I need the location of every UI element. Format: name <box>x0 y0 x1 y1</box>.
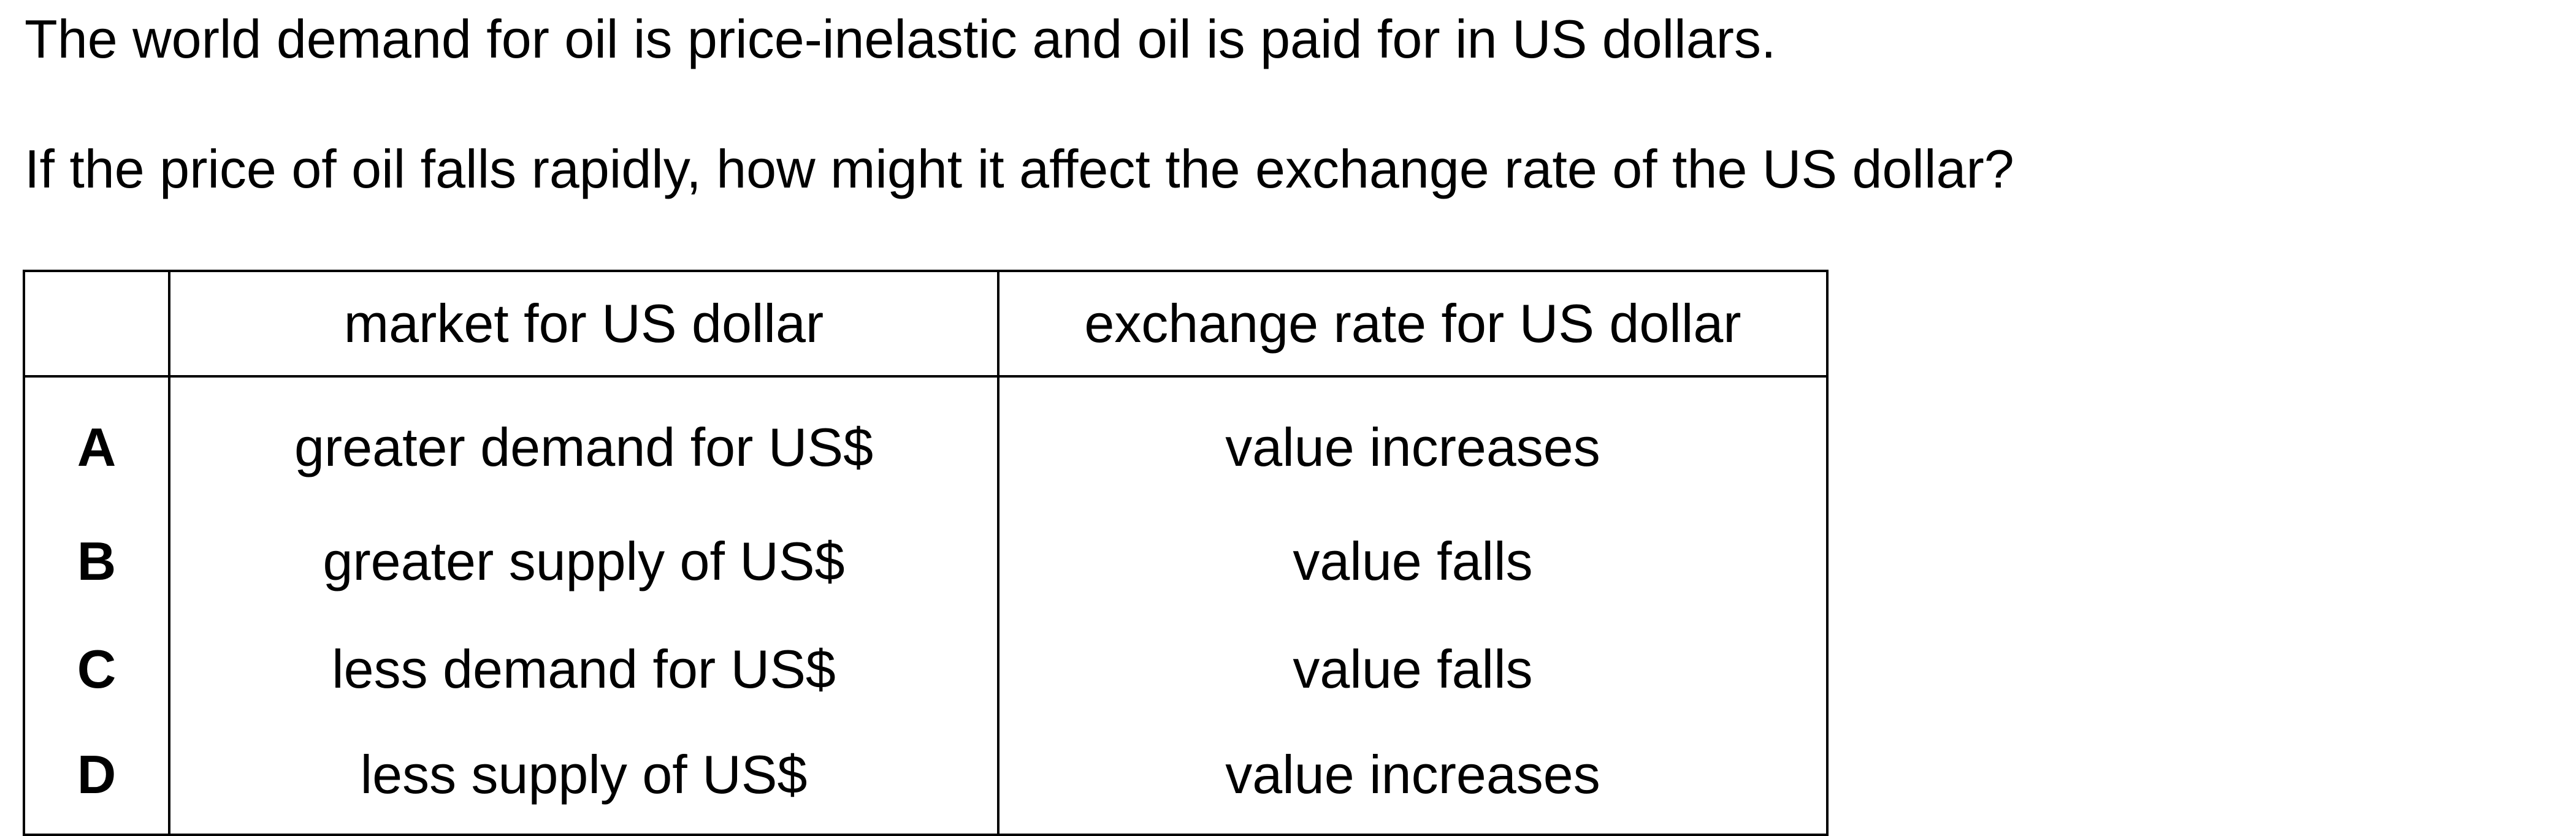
option-market: greater demand for US$ <box>168 375 999 507</box>
question-stem: The world demand for oil is price-inelas… <box>25 9 1776 69</box>
option-row-d: D less supply of US$ value increases <box>23 723 1829 836</box>
table-header-row: market for US dollar exchange rate for U… <box>23 270 1829 378</box>
option-market: less demand for US$ <box>168 615 999 723</box>
option-exchange-rate: value increases <box>997 723 1829 836</box>
option-exchange-rate: value increases <box>997 375 1829 507</box>
question-prompt: If the price of oil falls rapidly, how m… <box>25 139 2014 199</box>
option-letter: D <box>23 723 170 836</box>
option-letter: C <box>23 615 170 723</box>
option-row-a: A greater demand for US$ value increases <box>23 375 1829 507</box>
option-exchange-rate: value falls <box>997 507 1829 615</box>
header-cell-letter <box>23 270 170 378</box>
answer-options-table: market for US dollar exchange rate for U… <box>23 270 1829 836</box>
option-market: greater supply of US$ <box>168 507 999 615</box>
option-letter: A <box>23 375 170 507</box>
header-cell-market: market for US dollar <box>168 270 999 378</box>
option-letter: B <box>23 507 170 615</box>
option-row-c: C less demand for US$ value falls <box>23 615 1829 723</box>
option-market: less supply of US$ <box>168 723 999 836</box>
header-cell-exchange-rate: exchange rate for US dollar <box>997 270 1829 378</box>
option-exchange-rate: value falls <box>997 615 1829 723</box>
option-row-b: B greater supply of US$ value falls <box>23 507 1829 615</box>
